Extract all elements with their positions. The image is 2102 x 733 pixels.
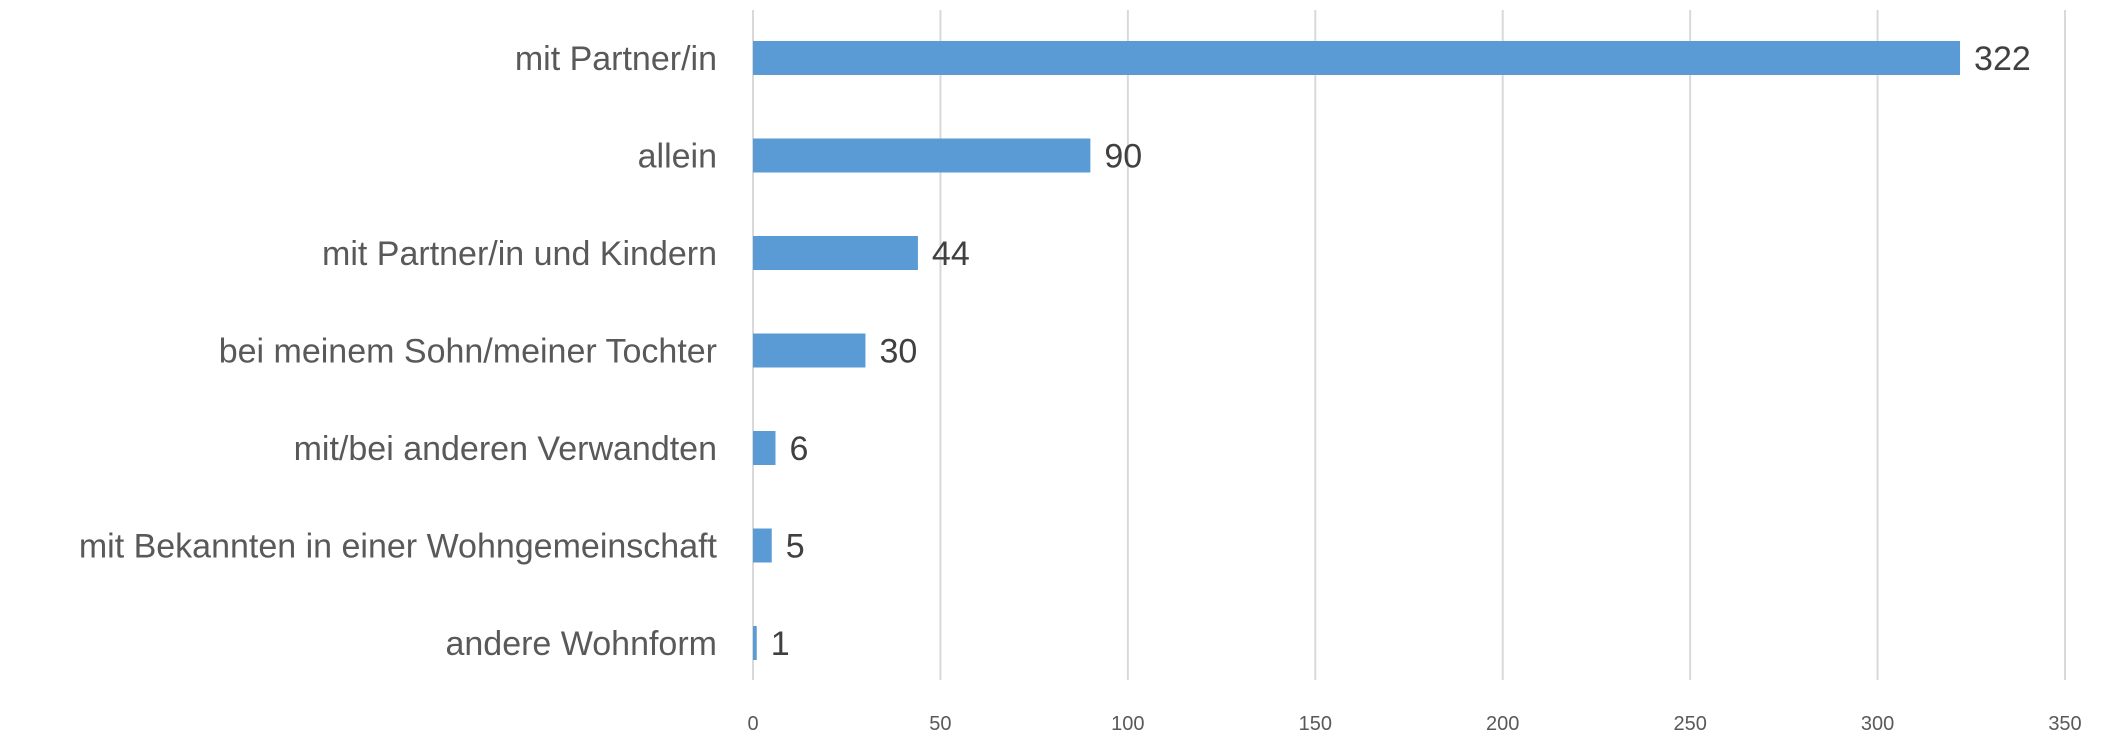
x-tick-label: 250	[1673, 713, 1706, 733]
category-labels: mit Partner/in allein mit Partner/in und K…	[79, 40, 718, 663]
x-tick-label: 50	[929, 713, 951, 733]
category-label: mit Bekannten in einer Wohngemeinschaft	[79, 528, 718, 566]
bar	[753, 528, 772, 563]
bar	[753, 138, 1091, 173]
bar	[753, 41, 1961, 75]
category-label: mit Partner/in	[515, 40, 717, 78]
x-tick-label: 350	[2048, 713, 2081, 733]
data-labels: 322 90 44 30 6 5 1	[771, 40, 2031, 663]
data-label: 90	[1104, 138, 1142, 176]
bar	[753, 626, 757, 660]
data-label: 30	[879, 333, 917, 371]
data-label: 5	[786, 528, 805, 566]
x-tick-label: 100	[1111, 713, 1144, 733]
x-tick-label: 0	[747, 713, 758, 733]
x-tick-label: 200	[1486, 713, 1519, 733]
x-tick-label: 150	[1299, 713, 1332, 733]
category-label: allein	[638, 138, 717, 176]
category-label: bei meinem Sohn/meiner Tochter	[219, 333, 717, 371]
bar	[753, 431, 776, 465]
gridlines	[752, 10, 2066, 680]
bar	[753, 333, 866, 368]
data-label: 44	[932, 235, 970, 273]
category-label: mit/bei anderen Verwandten	[294, 430, 717, 468]
x-axis-tick-labels: 0 50 100 150 200 250 300 350	[747, 713, 2081, 733]
data-label: 1	[771, 625, 790, 663]
category-label: andere Wohnform	[445, 625, 717, 663]
category-label: mit Partner/in und Kindern	[322, 235, 717, 273]
data-label: 322	[1974, 40, 2031, 78]
data-label: 6	[789, 430, 808, 468]
x-tick-label: 300	[1861, 713, 1894, 733]
bar	[753, 236, 918, 270]
bars	[753, 41, 1961, 660]
